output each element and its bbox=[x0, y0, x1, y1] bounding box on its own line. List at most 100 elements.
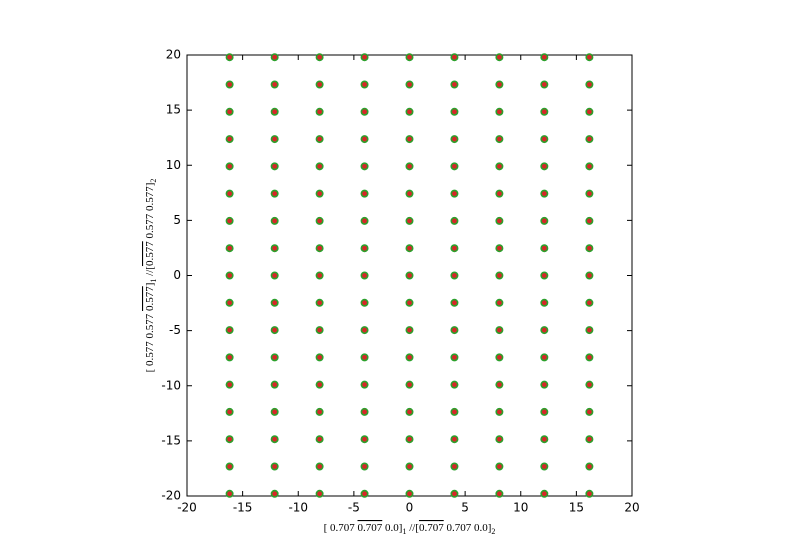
point bbox=[270, 353, 279, 362]
point bbox=[315, 189, 324, 198]
point bbox=[270, 189, 279, 198]
ylabel-part: 0.577 bbox=[144, 286, 156, 311]
point bbox=[450, 80, 459, 89]
point bbox=[495, 298, 504, 307]
point bbox=[225, 189, 234, 198]
point bbox=[360, 380, 369, 389]
point bbox=[270, 326, 279, 335]
point bbox=[585, 298, 594, 307]
point bbox=[495, 53, 504, 62]
point bbox=[225, 107, 234, 116]
point bbox=[315, 462, 324, 471]
point bbox=[495, 271, 504, 280]
ylabel-part: 0.577 0.577] bbox=[144, 183, 156, 242]
point bbox=[585, 380, 594, 389]
point bbox=[585, 107, 594, 116]
ylabel-part: 2 bbox=[149, 179, 158, 183]
point bbox=[585, 162, 594, 171]
xlabel-part: 1 bbox=[402, 527, 406, 536]
point bbox=[450, 162, 459, 171]
point bbox=[270, 435, 279, 444]
point bbox=[315, 244, 324, 253]
point bbox=[450, 298, 459, 307]
x-tick-label: 5 bbox=[461, 501, 469, 515]
y-tick-label: -10 bbox=[161, 378, 181, 392]
point bbox=[315, 53, 324, 62]
point bbox=[585, 271, 594, 280]
y-tick-label: -5 bbox=[169, 323, 181, 337]
point bbox=[225, 462, 234, 471]
point bbox=[225, 244, 234, 253]
point bbox=[405, 353, 414, 362]
point bbox=[270, 80, 279, 89]
point bbox=[585, 216, 594, 225]
point bbox=[360, 435, 369, 444]
point bbox=[540, 380, 549, 389]
point bbox=[450, 489, 459, 498]
point bbox=[315, 135, 324, 144]
point bbox=[360, 162, 369, 171]
point bbox=[540, 326, 549, 335]
point bbox=[405, 435, 414, 444]
point bbox=[270, 271, 279, 280]
point bbox=[495, 462, 504, 471]
xlabel-part: [ 0.707 bbox=[324, 522, 358, 534]
point bbox=[585, 462, 594, 471]
ylabel-part: 0.577 bbox=[144, 241, 156, 266]
x-tick-label: 20 bbox=[624, 501, 639, 515]
xlabel-part: //[ bbox=[406, 522, 419, 534]
point bbox=[585, 407, 594, 416]
y-tick-label: 0 bbox=[173, 268, 181, 282]
point bbox=[540, 216, 549, 225]
point bbox=[225, 271, 234, 280]
point bbox=[270, 135, 279, 144]
point bbox=[585, 53, 594, 62]
point bbox=[225, 489, 234, 498]
point bbox=[225, 380, 234, 389]
point bbox=[540, 353, 549, 362]
point bbox=[315, 298, 324, 307]
point bbox=[495, 162, 504, 171]
point bbox=[360, 189, 369, 198]
point bbox=[540, 162, 549, 171]
x-tick-label: 0 bbox=[406, 501, 414, 515]
point bbox=[360, 407, 369, 416]
point bbox=[495, 435, 504, 444]
point bbox=[495, 107, 504, 116]
ylabel-part: 1 bbox=[149, 279, 158, 283]
point bbox=[405, 244, 414, 253]
point bbox=[540, 135, 549, 144]
point bbox=[450, 107, 459, 116]
point bbox=[225, 162, 234, 171]
point bbox=[405, 135, 414, 144]
point bbox=[585, 435, 594, 444]
point bbox=[270, 380, 279, 389]
point bbox=[270, 407, 279, 416]
xlabel-part: 0.707 bbox=[358, 522, 383, 534]
xlabel-part: 2 bbox=[491, 527, 495, 536]
point bbox=[540, 53, 549, 62]
point bbox=[585, 80, 594, 89]
point bbox=[360, 244, 369, 253]
x-tick-label: 10 bbox=[513, 501, 528, 515]
point bbox=[315, 80, 324, 89]
point bbox=[495, 353, 504, 362]
point bbox=[450, 189, 459, 198]
point bbox=[315, 489, 324, 498]
point bbox=[270, 462, 279, 471]
point bbox=[360, 53, 369, 62]
point bbox=[585, 353, 594, 362]
point bbox=[540, 80, 549, 89]
point bbox=[405, 298, 414, 307]
point bbox=[540, 462, 549, 471]
point bbox=[405, 189, 414, 198]
point bbox=[225, 80, 234, 89]
point bbox=[405, 380, 414, 389]
point bbox=[585, 326, 594, 335]
x-tick-label: -15 bbox=[233, 501, 253, 515]
point bbox=[315, 435, 324, 444]
point bbox=[585, 489, 594, 498]
point bbox=[225, 216, 234, 225]
y-tick-label: -20 bbox=[161, 489, 181, 503]
